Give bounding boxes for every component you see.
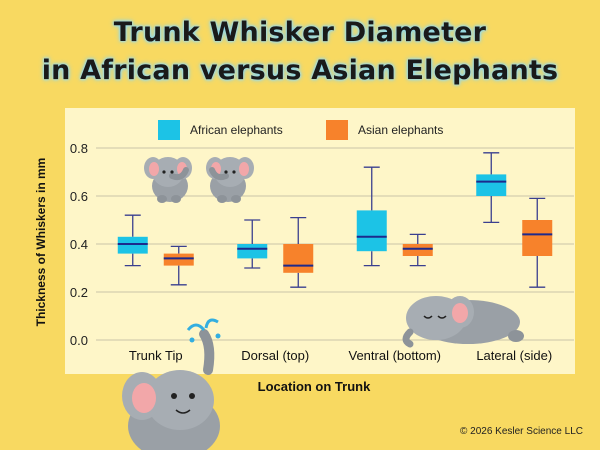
box-asian bbox=[522, 220, 553, 256]
x-tick-label: Ventral (bottom) bbox=[349, 348, 442, 363]
legend-label-asian: Asian elephants bbox=[358, 123, 443, 137]
copyright-text: © 2026 Kesler Science LLC bbox=[460, 426, 583, 437]
spraying-elephant-icon bbox=[122, 318, 221, 450]
y-tick-label: 0.0 bbox=[70, 333, 88, 348]
box-asian bbox=[163, 253, 194, 266]
x-tick-label: Trunk Tip bbox=[129, 348, 183, 363]
sleeping-elephant-icon bbox=[402, 296, 524, 348]
legend-swatch-african bbox=[158, 120, 180, 140]
box-asian bbox=[402, 244, 433, 256]
box-asian bbox=[283, 244, 314, 273]
box-african bbox=[476, 174, 507, 196]
y-tick-label: 0.4 bbox=[70, 237, 88, 252]
legend-swatch-asian bbox=[326, 120, 348, 140]
two-baby-elephants-icon bbox=[144, 157, 254, 203]
y-tick-label: 0.2 bbox=[70, 285, 88, 300]
box-african bbox=[356, 210, 387, 252]
legend: African elephants Asian elephants bbox=[158, 120, 443, 140]
box-african bbox=[237, 244, 268, 259]
x-tick-label: Dorsal (top) bbox=[241, 348, 309, 363]
x-axis-title: Location on Trunk bbox=[258, 379, 371, 394]
legend-label-african: African elephants bbox=[190, 123, 283, 137]
chart-title-line-2: in African versus Asian Elephants bbox=[41, 55, 559, 86]
y-axis-title: Thickness of Whiskers in mm bbox=[34, 158, 48, 327]
y-tick-label: 0.6 bbox=[70, 189, 88, 204]
box-african bbox=[117, 236, 148, 254]
x-tick-label: Lateral (side) bbox=[476, 348, 552, 363]
y-tick-label: 0.8 bbox=[70, 141, 88, 156]
chart-title-line-1: Trunk Whisker Diameter bbox=[113, 17, 487, 48]
